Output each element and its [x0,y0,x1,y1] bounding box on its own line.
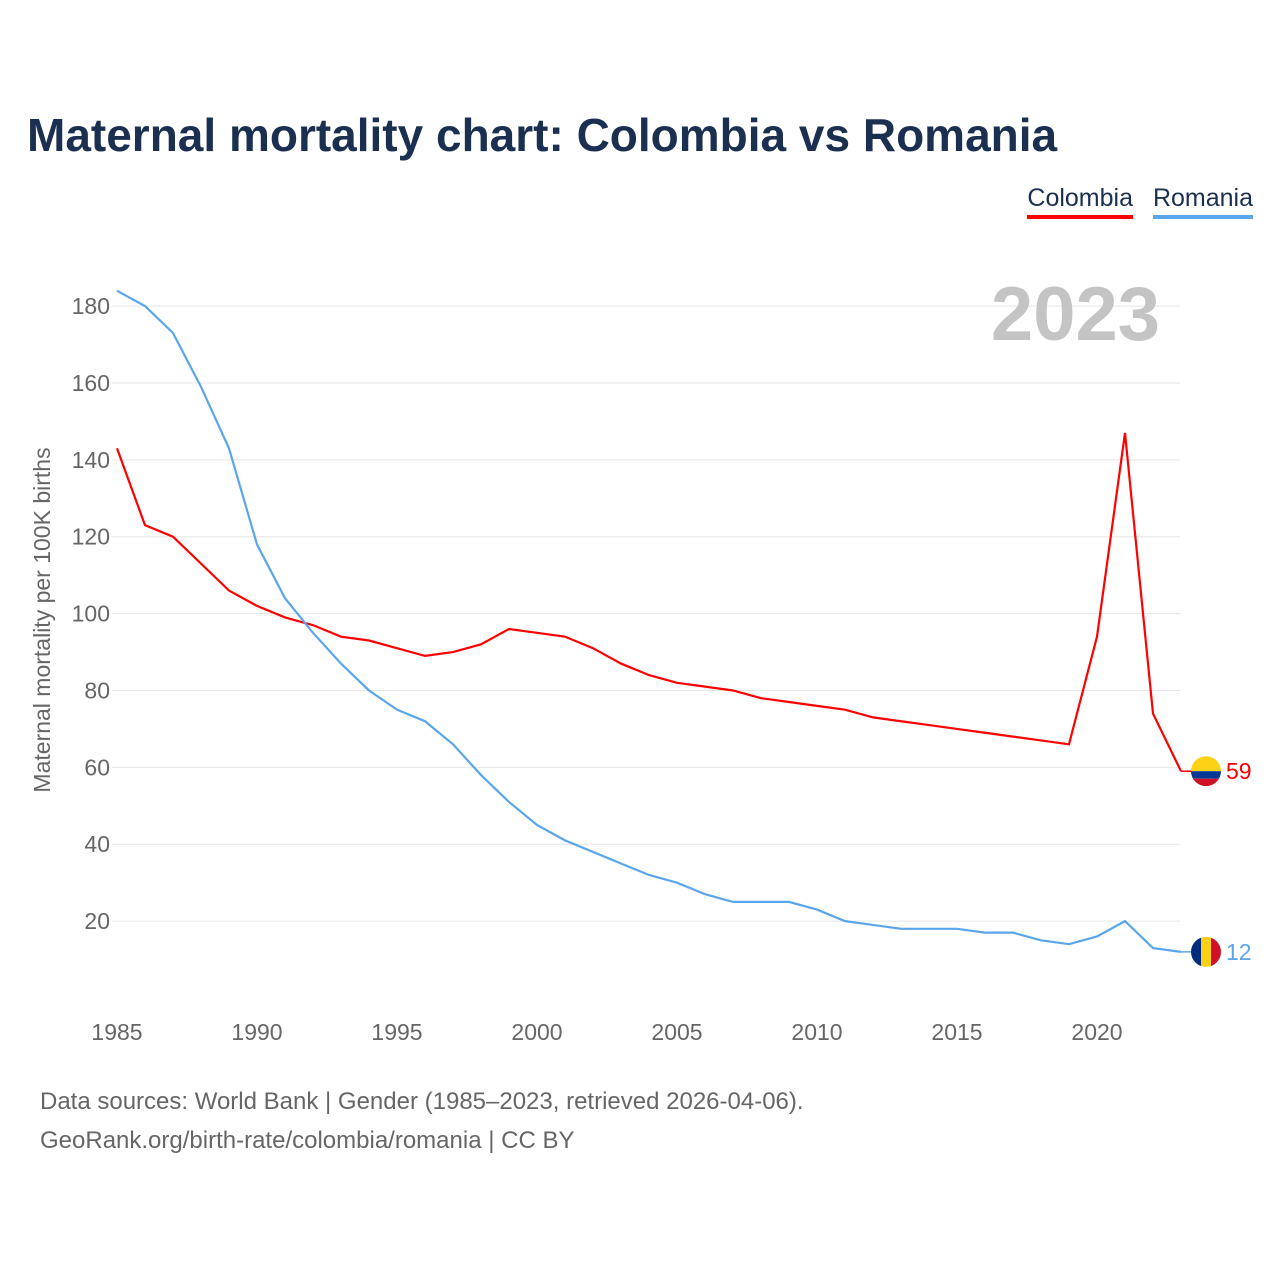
x-tick-label: 2015 [931,1019,982,1045]
x-tick-label: 2000 [511,1019,562,1045]
x-tick-label: 2010 [791,1019,842,1045]
chart-title: Maternal mortality chart: Colombia vs Ro… [27,109,1058,161]
y-tick-label: 20 [84,908,110,934]
footer-credit: GeoRank.org/birth-rate/colombia/romania … [40,1127,575,1154]
series-line-colombia [115,432,1182,772]
x-tick-label: 1985 [91,1019,142,1045]
y-axis-label: Maternal mortality per 100K births [29,447,55,792]
legend-colombia[interactable]: Colombia [1027,184,1133,219]
colombia-flag-icon [1191,756,1221,787]
x-tick-label: 1990 [231,1019,282,1045]
end-value-label: 59 [1226,758,1252,784]
end-value-label: 12 [1226,939,1252,965]
y-tick-label: 80 [84,677,110,703]
romania-flag-icon [1191,936,1221,967]
y-tick-label: 120 [72,524,110,550]
footer-sources: Data sources: World Bank | Gender (1985–… [40,1088,804,1115]
year-label: 2023 [991,272,1160,357]
x-tick-label: 2020 [1071,1019,1122,1045]
x-tick-label: 2005 [651,1019,702,1045]
legend-romania[interactable]: Romania [1152,184,1253,219]
y-tick-label: 140 [72,447,110,473]
y-tick-label: 160 [72,370,110,396]
y-tick-label: 100 [72,601,110,627]
series-line-romania [116,289,1182,953]
x-tick-label: 1995 [371,1019,422,1045]
y-tick-label: 60 [84,754,110,780]
y-tick-label: 180 [72,293,110,319]
y-tick-label: 40 [84,831,110,857]
